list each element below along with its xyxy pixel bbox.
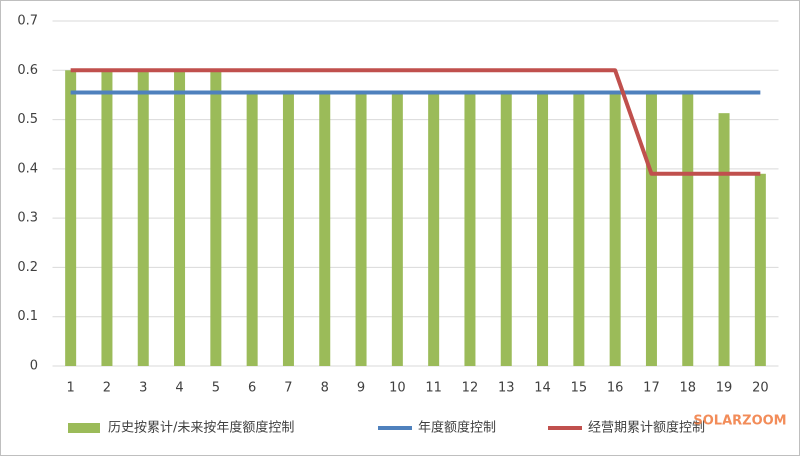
bar [282, 92, 294, 366]
legend-label: 历史按累计/未来按年度额度控制 [108, 420, 294, 436]
bar [573, 92, 585, 366]
bar [101, 70, 113, 367]
y-tick-label: 0.3 [17, 211, 38, 226]
x-tick-label: 12 [462, 381, 479, 396]
x-tick-label: 8 [321, 381, 329, 396]
bar [246, 92, 258, 366]
bar [537, 92, 549, 366]
x-tick-label: 14 [534, 381, 551, 396]
x-tick-label: 3 [139, 381, 147, 396]
bar [65, 70, 77, 367]
x-tick-label: 20 [752, 381, 769, 396]
bar [754, 173, 766, 366]
y-tick-label: 0.5 [17, 112, 38, 127]
x-tick-label: 13 [498, 381, 515, 396]
line [70, 68, 761, 176]
x-tick-label: 5 [212, 381, 220, 396]
y-tick-label: 0.7 [17, 14, 38, 29]
x-tick-label: 17 [643, 381, 660, 396]
y-tick-label: 0.1 [17, 309, 38, 324]
x-tick-label: 10 [389, 381, 406, 396]
x-tick-label: 7 [284, 381, 292, 396]
x-tick-label: 4 [175, 381, 183, 396]
bar [428, 92, 440, 366]
y-tick-label: 0.4 [17, 161, 38, 176]
bar [718, 113, 730, 367]
x-tick-label: 19 [716, 381, 733, 396]
bar [319, 92, 331, 366]
bar [210, 70, 222, 367]
bar [391, 92, 403, 366]
x-tick-label: 2 [103, 381, 111, 396]
x-tick-label: 11 [425, 381, 442, 396]
watermark: SOLARZOOM [693, 414, 786, 429]
x-tick-label: 18 [679, 381, 696, 396]
x-tick-label: 1 [67, 381, 75, 396]
legend-label: 经营期累计额度控制 [588, 420, 705, 436]
y-tick-label: 0.6 [17, 63, 38, 78]
bar [464, 92, 476, 366]
x-tick-label: 15 [571, 381, 588, 396]
bar [500, 92, 512, 366]
x-tick-label: 16 [607, 381, 624, 396]
bar [609, 92, 621, 366]
x-tick-label: 6 [248, 381, 256, 396]
legend-label: 年度额度控制 [418, 420, 496, 436]
legend-swatch [68, 423, 100, 433]
x-tick-label: 9 [357, 381, 365, 396]
y-tick-label: 0.2 [17, 260, 38, 275]
bar [645, 92, 657, 366]
y-tick-label: 0 [30, 359, 38, 374]
bar [682, 92, 694, 366]
bar [174, 70, 186, 367]
bar [137, 70, 149, 367]
bar [355, 92, 367, 366]
